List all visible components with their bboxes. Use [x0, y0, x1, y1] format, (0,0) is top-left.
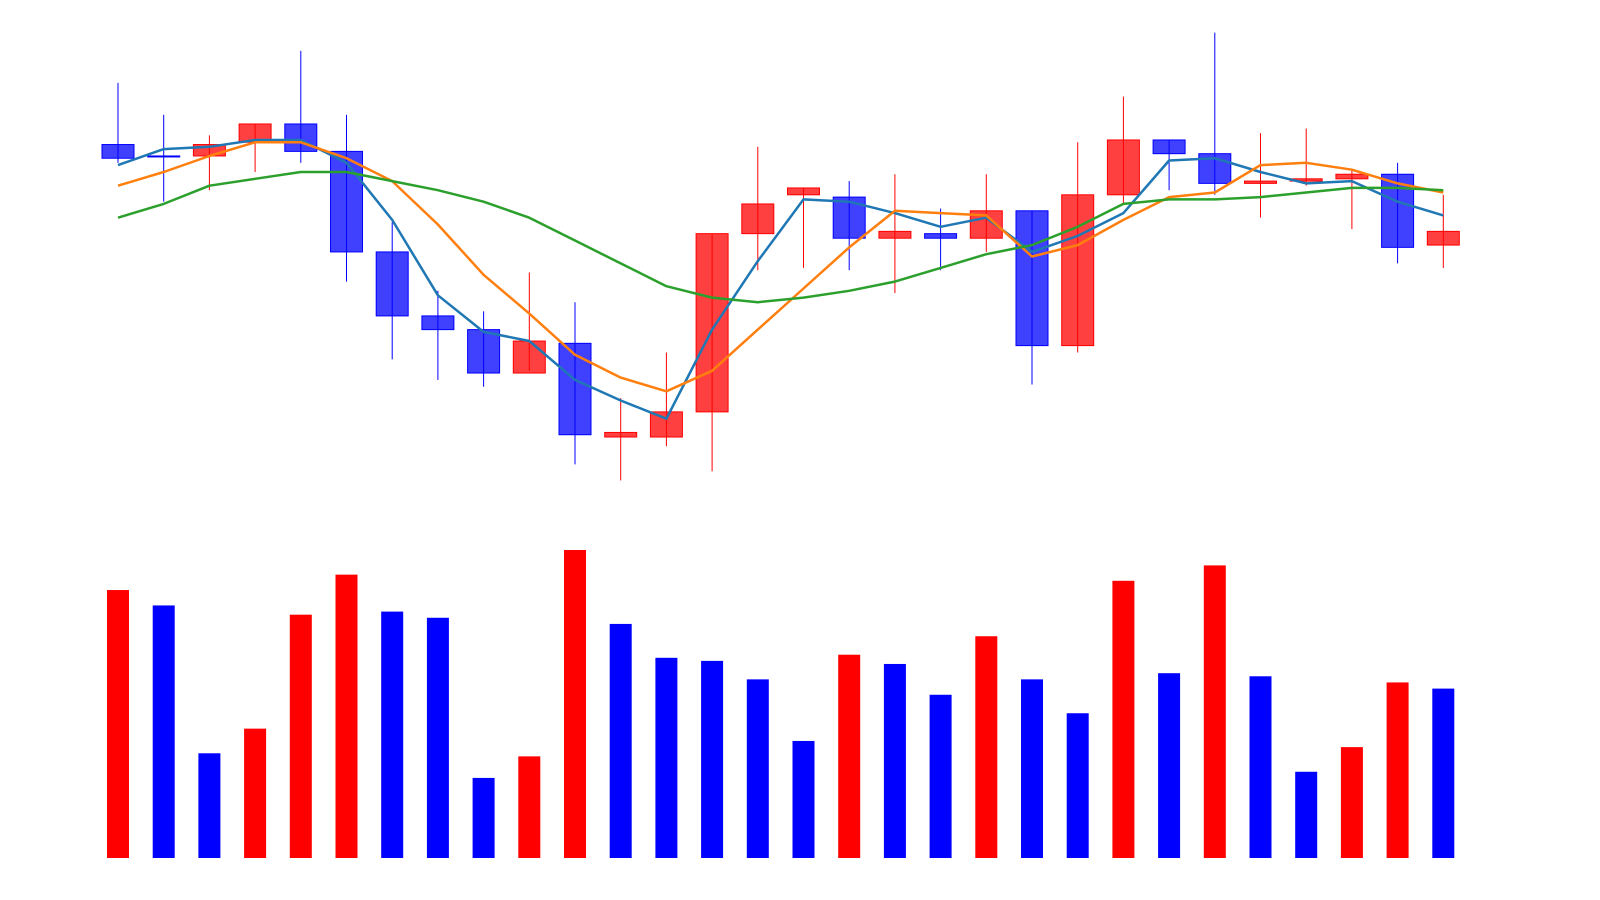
volume-bar: [1340, 747, 1363, 858]
candle-body: [558, 342, 592, 436]
candle-body: [330, 150, 363, 253]
volume-bar: [1158, 673, 1181, 858]
volume-bar: [838, 654, 861, 858]
volume-bar: [1432, 688, 1455, 858]
volume-bar: [426, 617, 449, 858]
volume-bar: [609, 623, 632, 858]
candle-body: [924, 233, 958, 239]
volume-bar: [655, 657, 678, 858]
volume-bar: [472, 777, 495, 858]
volume-bar: [929, 694, 952, 858]
candle: [1381, 162, 1415, 264]
volume-bar: [701, 660, 724, 858]
volume-bar: [381, 611, 404, 858]
volume-bar: [289, 614, 312, 858]
candle: [467, 311, 501, 387]
candle: [1335, 169, 1369, 230]
candle: [924, 208, 958, 271]
volume-bar: [792, 740, 815, 858]
candle: [969, 174, 1003, 252]
series-line: [117, 170, 1444, 304]
series-line: [117, 138, 1444, 420]
candle-body: [787, 187, 820, 196]
candle-body: [604, 431, 638, 438]
volume-bar: [335, 574, 358, 858]
candle-body: [1061, 194, 1095, 347]
volume-bar: [975, 636, 998, 858]
volume-bar: [244, 728, 267, 858]
candle-body: [1244, 180, 1277, 184]
candle: [1106, 96, 1140, 204]
volume-bar: [1295, 771, 1318, 858]
candle-body: [101, 144, 135, 159]
volume-bar: [1066, 713, 1089, 858]
volume-bar: [1112, 580, 1135, 858]
candle-body: [1015, 210, 1049, 347]
candle: [1244, 133, 1277, 218]
volume-bar: [518, 756, 541, 858]
volume-bar: [198, 753, 221, 858]
candle: [101, 82, 135, 163]
series-line: [117, 141, 1444, 393]
candle-body: [147, 155, 181, 158]
candle: [330, 114, 363, 282]
candle: [1061, 142, 1095, 353]
price-panel: [101, 32, 1460, 481]
candle: [238, 123, 272, 172]
volume-bar: [1386, 682, 1409, 858]
candle: [1015, 210, 1049, 385]
candle: [1152, 139, 1186, 191]
candle-body: [741, 203, 775, 235]
candle-body: [421, 315, 455, 331]
candle: [1289, 128, 1323, 186]
volume-bar: [746, 679, 769, 858]
volume-bar: [107, 590, 129, 858]
candle: [558, 302, 592, 465]
candle: [741, 146, 775, 271]
candle: [832, 181, 866, 271]
candle: [192, 135, 226, 191]
candle-body: [467, 329, 501, 374]
candle: [147, 114, 181, 202]
candle: [1198, 32, 1232, 195]
volume-panel: [107, 550, 1455, 858]
candle-body: [1152, 139, 1186, 155]
candle: [604, 398, 638, 481]
candle-body: [1335, 173, 1369, 180]
volume-bar: [1249, 676, 1272, 858]
candle: [695, 233, 729, 472]
candle-body: [878, 230, 912, 239]
candle: [421, 290, 455, 380]
candle: [878, 174, 912, 294]
candle: [375, 222, 409, 360]
volume-bar: [152, 605, 175, 858]
candle-body: [1426, 230, 1460, 246]
candle-body: [512, 340, 546, 374]
volume-bar: [564, 550, 586, 858]
candle: [1426, 194, 1460, 268]
candle-body: [375, 251, 409, 317]
candle-body: [1106, 139, 1140, 196]
candle-body: [695, 233, 729, 413]
volume-bar: [1021, 679, 1043, 858]
volume-bar: [1203, 565, 1226, 858]
volume-bar: [883, 663, 906, 858]
candle-body: [649, 411, 683, 438]
